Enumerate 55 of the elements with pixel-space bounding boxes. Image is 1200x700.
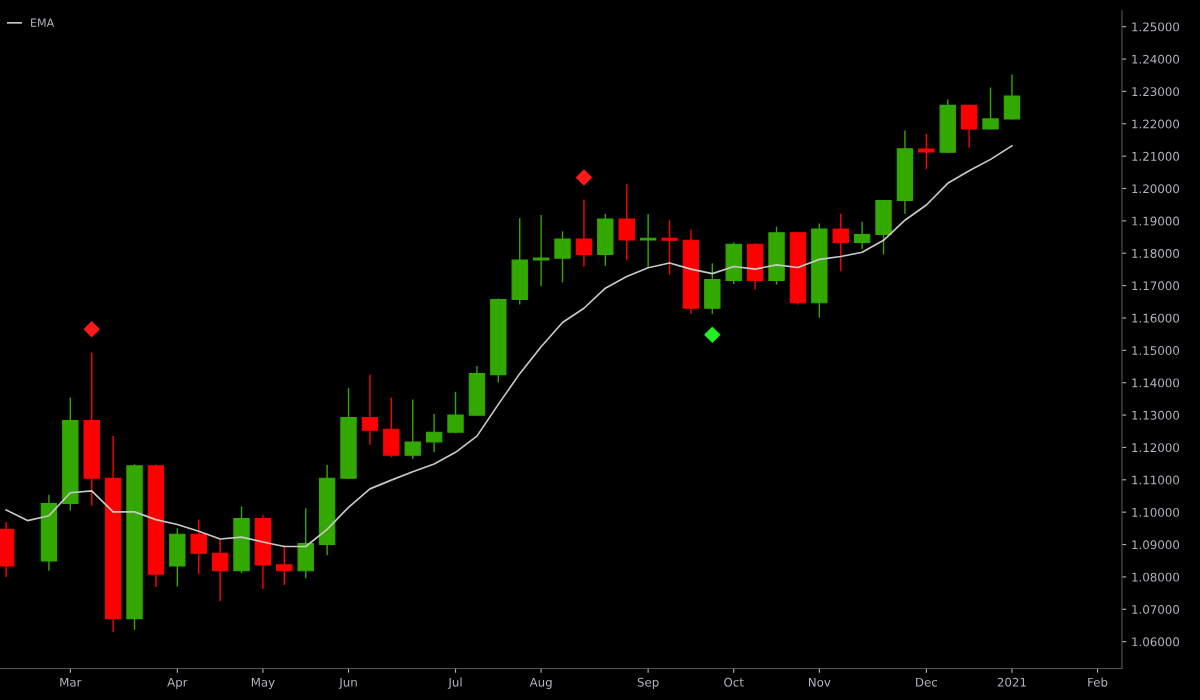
y-tick-label: 1.13000 (1132, 410, 1180, 420)
y-tick-label: 1.06000 (1132, 637, 1180, 647)
y-tick-label: 1.08000 (1132, 572, 1180, 582)
y-tick-label: 1.11000 (1132, 475, 1180, 485)
x-tick-label: Apr (167, 677, 188, 689)
y-tick-label: 1.10000 (1132, 507, 1180, 517)
candlestick (918, 133, 935, 170)
point (704, 326, 721, 343)
x-tick-label: Feb (1088, 677, 1108, 687)
x-tick-label: May (251, 677, 275, 689)
candlestick (447, 391, 464, 434)
candlestick (1003, 73, 1021, 121)
point (83, 321, 100, 338)
y-tick-label: 1.15000 (1132, 346, 1180, 355)
y-tick-label: 1.12000 (1132, 443, 1180, 453)
candlestick (404, 398, 421, 460)
x-tick-label: Oct (724, 677, 744, 687)
y-tick-label: 1.22000 (1132, 119, 1180, 129)
x-tick-label: Dec (916, 677, 938, 687)
candlestick (960, 103, 978, 149)
y-tick-label: 1.07000 (1132, 604, 1180, 614)
x-tick-label: Jul (447, 677, 462, 689)
x-tick-label: Sep (637, 677, 659, 689)
y-tick-label: 1.25000 (1132, 22, 1180, 32)
y-tick-label: 1.14000 (1132, 378, 1180, 388)
x-tick-label: Jun (338, 677, 357, 689)
candlestick (554, 230, 571, 284)
candlestick (982, 86, 999, 131)
candlestick (618, 183, 635, 262)
candlestick (425, 413, 443, 453)
candlestick (575, 198, 593, 268)
y-tick-label: 1.24000 (1132, 54, 1180, 64)
x-tick-label: Mar (60, 677, 82, 687)
candlestick (190, 518, 207, 576)
x-tick-label: Nov (808, 677, 831, 687)
y-tick-label: 1.09000 (1132, 540, 1180, 550)
candlestick (832, 213, 849, 273)
x-tick-label: Aug (529, 677, 552, 689)
y-tick-label: 1.16000 (1132, 313, 1180, 323)
y-tick-label: 1.21000 (1132, 151, 1180, 161)
candlestick (639, 213, 657, 269)
y-tick-label: 1.20000 (1132, 184, 1180, 194)
y-tick-label: 1.17000 (1132, 281, 1180, 291)
candlestick (532, 214, 550, 287)
y-tick-label: 1.19000 (1132, 216, 1180, 226)
candlestick (211, 538, 229, 602)
legend-label: EMA (31, 18, 55, 27)
candlestick (853, 221, 871, 250)
x-tick-label: 2021 (997, 677, 1026, 687)
candlestick (661, 219, 678, 276)
candlestick (361, 373, 379, 446)
point (575, 169, 592, 186)
y-tick-label: 1.23000 (1132, 87, 1180, 97)
y-tick-label: 1.18000 (1132, 248, 1180, 258)
candlestick (276, 544, 293, 586)
